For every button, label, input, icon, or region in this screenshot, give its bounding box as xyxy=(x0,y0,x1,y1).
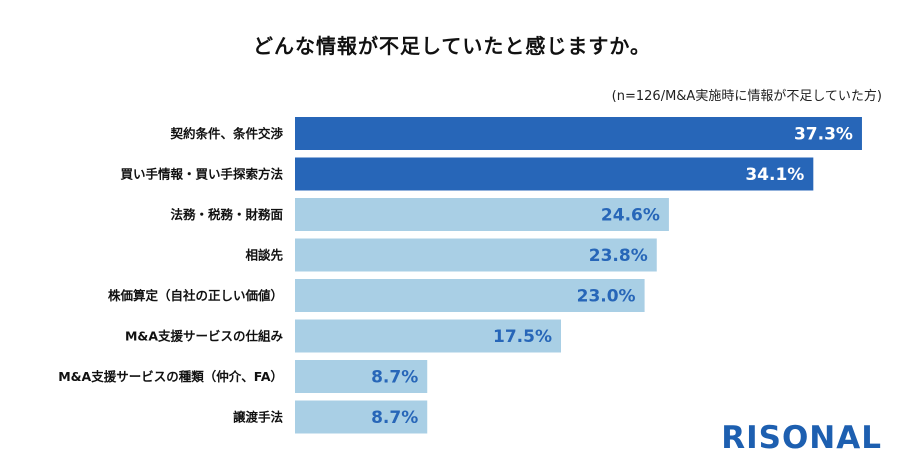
category-label: 買い手情報・買い手探索方法 xyxy=(120,167,283,182)
category-label: 相談先 xyxy=(245,248,283,263)
bar xyxy=(295,279,645,312)
category-label: M&A支援サービスの仕組み xyxy=(125,329,284,344)
brand-logo: RISONAL xyxy=(721,420,882,456)
value-label: 34.1% xyxy=(745,165,804,185)
value-label: 8.7% xyxy=(371,408,418,428)
value-label: 17.5% xyxy=(493,327,552,347)
category-label: 法務・税務・財務面 xyxy=(170,207,283,222)
bar xyxy=(295,238,657,272)
bar xyxy=(295,157,814,191)
category-label: M&A支援サービスの種類（仲介、FA） xyxy=(58,369,283,384)
bar xyxy=(295,400,428,434)
category-label: 契約条件、条件交渉 xyxy=(169,126,283,141)
value-label: 37.3% xyxy=(794,125,853,145)
bar xyxy=(295,319,561,353)
category-label: 株価算定（自社の正しい価値） xyxy=(108,288,283,303)
value-label: 8.7% xyxy=(371,368,418,388)
value-label: 23.8% xyxy=(589,246,648,266)
bar xyxy=(295,198,669,231)
chart-title: どんな情報が不足していたと感じますか。 xyxy=(253,34,651,58)
bar xyxy=(295,360,428,393)
value-label: 24.6% xyxy=(601,206,660,226)
category-label: 譲渡手法 xyxy=(233,410,284,425)
value-label: 23.0% xyxy=(577,287,636,307)
bar xyxy=(295,117,862,150)
chart-subtitle: (n=126/M&A実施時に情報が不足していた方) xyxy=(611,89,882,104)
